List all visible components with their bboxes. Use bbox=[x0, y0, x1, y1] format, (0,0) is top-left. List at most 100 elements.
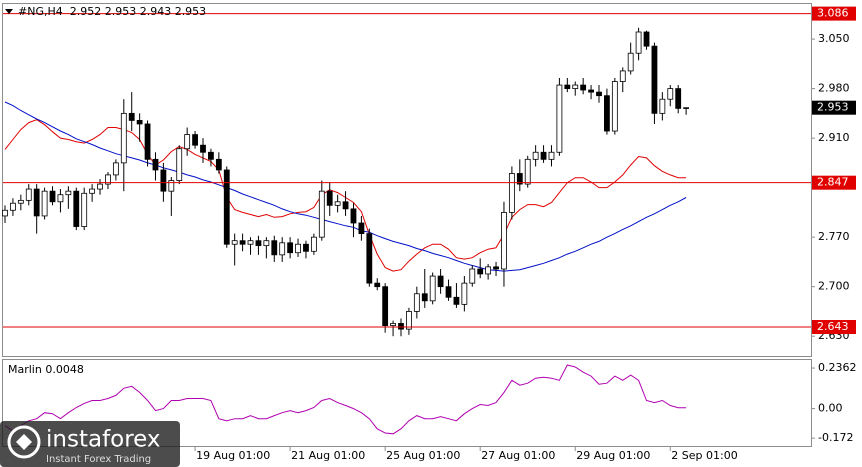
candle-body bbox=[271, 240, 278, 256]
candle-body bbox=[390, 323, 396, 326]
candle-body bbox=[572, 84, 579, 89]
y-tick-label: 2.700 bbox=[818, 280, 850, 293]
x-tick-label: 29 Aug 01:00 bbox=[576, 449, 650, 462]
moving-average bbox=[4, 101, 687, 272]
logo-icon bbox=[7, 425, 41, 459]
y-tick-label: 2.980 bbox=[818, 82, 850, 95]
candle-body bbox=[382, 286, 389, 326]
candle-body bbox=[239, 240, 246, 245]
x-tick-label: 25 Aug 01:00 bbox=[386, 449, 460, 462]
candle-body bbox=[485, 266, 492, 275]
candle-body bbox=[136, 120, 143, 125]
price-tag-label: 2.847 bbox=[817, 176, 849, 189]
y-tick-label: 0.2362 bbox=[818, 361, 857, 374]
candle-body bbox=[453, 296, 460, 305]
y-tick-label: 3.050 bbox=[818, 32, 850, 45]
candle-body bbox=[255, 240, 262, 247]
candle-body bbox=[493, 266, 499, 270]
candle-body bbox=[501, 211, 507, 270]
candle-body bbox=[287, 242, 294, 254]
candle-body bbox=[184, 134, 191, 150]
x-tick-label: 27 Aug 01:00 bbox=[481, 449, 555, 462]
candle-body bbox=[604, 95, 610, 132]
candle-body bbox=[17, 199, 24, 204]
price-tag bbox=[812, 100, 856, 115]
candle-body bbox=[10, 202, 16, 211]
candle-body bbox=[540, 151, 547, 160]
candle-body bbox=[580, 84, 587, 91]
candle-body bbox=[318, 190, 325, 238]
candle-body bbox=[643, 31, 650, 47]
candle-body bbox=[279, 242, 286, 256]
collapse-arrow bbox=[5, 9, 13, 14]
candle-body bbox=[683, 107, 690, 109]
logo-brand: instaforex bbox=[46, 427, 161, 453]
candle-body bbox=[564, 84, 571, 89]
candle-body bbox=[65, 190, 72, 196]
candle-body bbox=[326, 190, 333, 206]
indicator-panel-frame bbox=[2, 359, 812, 447]
candle-body bbox=[619, 70, 626, 82]
price-tag-label: 2.953 bbox=[817, 101, 849, 114]
indicator-panel: -0.172 0.00 0.2362 bbox=[4, 361, 857, 444]
y-tick-label: 2.770 bbox=[818, 230, 850, 243]
candle-body bbox=[675, 88, 682, 109]
candle-body bbox=[350, 208, 357, 224]
x-tick-label: 2 Sep 01:00 bbox=[671, 449, 737, 462]
candle-body bbox=[57, 194, 64, 203]
candle-body bbox=[144, 123, 151, 160]
candle-body bbox=[112, 162, 119, 176]
candle-body bbox=[33, 188, 40, 217]
candle-body bbox=[398, 323, 404, 330]
price-tag bbox=[812, 6, 856, 21]
candle-body bbox=[469, 268, 476, 284]
candle-body bbox=[49, 190, 56, 203]
candle-body bbox=[128, 112, 135, 121]
candle-body bbox=[168, 180, 175, 192]
candle-body bbox=[667, 88, 674, 100]
candle-body bbox=[659, 98, 666, 114]
candle-body bbox=[120, 112, 127, 164]
main-panel: 2.6302.7002.7702.9102.9803.0503.0862.847… bbox=[2, 6, 856, 462]
candle-body bbox=[295, 243, 301, 254]
y-tick-label: -0.172 bbox=[818, 431, 853, 444]
candle-body bbox=[223, 169, 230, 245]
candle-body bbox=[97, 183, 103, 190]
candle-body bbox=[160, 169, 167, 192]
candle-body bbox=[516, 173, 523, 185]
candle-body bbox=[358, 222, 365, 235]
candle-body bbox=[635, 31, 642, 54]
x-tick-label: 19 Aug 01:00 bbox=[196, 449, 270, 462]
candle-body bbox=[342, 201, 349, 210]
candle-body bbox=[81, 192, 88, 227]
x-tick-label: 21 Aug 01:00 bbox=[291, 449, 365, 462]
candle-body bbox=[437, 275, 444, 288]
candle-body bbox=[588, 89, 594, 93]
candle-body bbox=[445, 286, 452, 298]
candle-body bbox=[524, 158, 531, 185]
candle-body bbox=[413, 293, 420, 312]
price-tag-label: 2.643 bbox=[817, 320, 849, 333]
candle-body bbox=[366, 233, 373, 284]
candle-body bbox=[303, 243, 309, 252]
chart-title: #NG,H4 2.952 2.953 2.943 2.953 bbox=[18, 5, 206, 18]
candle-body bbox=[231, 240, 238, 245]
candle-body bbox=[548, 151, 555, 160]
candle-body bbox=[334, 201, 341, 206]
price-tag bbox=[812, 319, 856, 334]
candle-body bbox=[152, 158, 159, 171]
candle-body bbox=[247, 240, 254, 245]
watermark: instaforex Instant Forex Trading bbox=[0, 421, 180, 467]
candle-body bbox=[105, 174, 111, 185]
candle-body bbox=[176, 148, 183, 181]
indicator-title: Marlin 0.0048 bbox=[8, 363, 84, 376]
candle-body bbox=[208, 151, 214, 160]
candle-body bbox=[627, 52, 634, 72]
candle-body bbox=[310, 236, 317, 252]
candle-body bbox=[406, 311, 412, 330]
logo-icon bbox=[16, 434, 32, 450]
price-tag bbox=[812, 175, 856, 190]
logo-tagline: Instant Forex Trading bbox=[46, 454, 151, 465]
candle-body bbox=[73, 190, 80, 227]
